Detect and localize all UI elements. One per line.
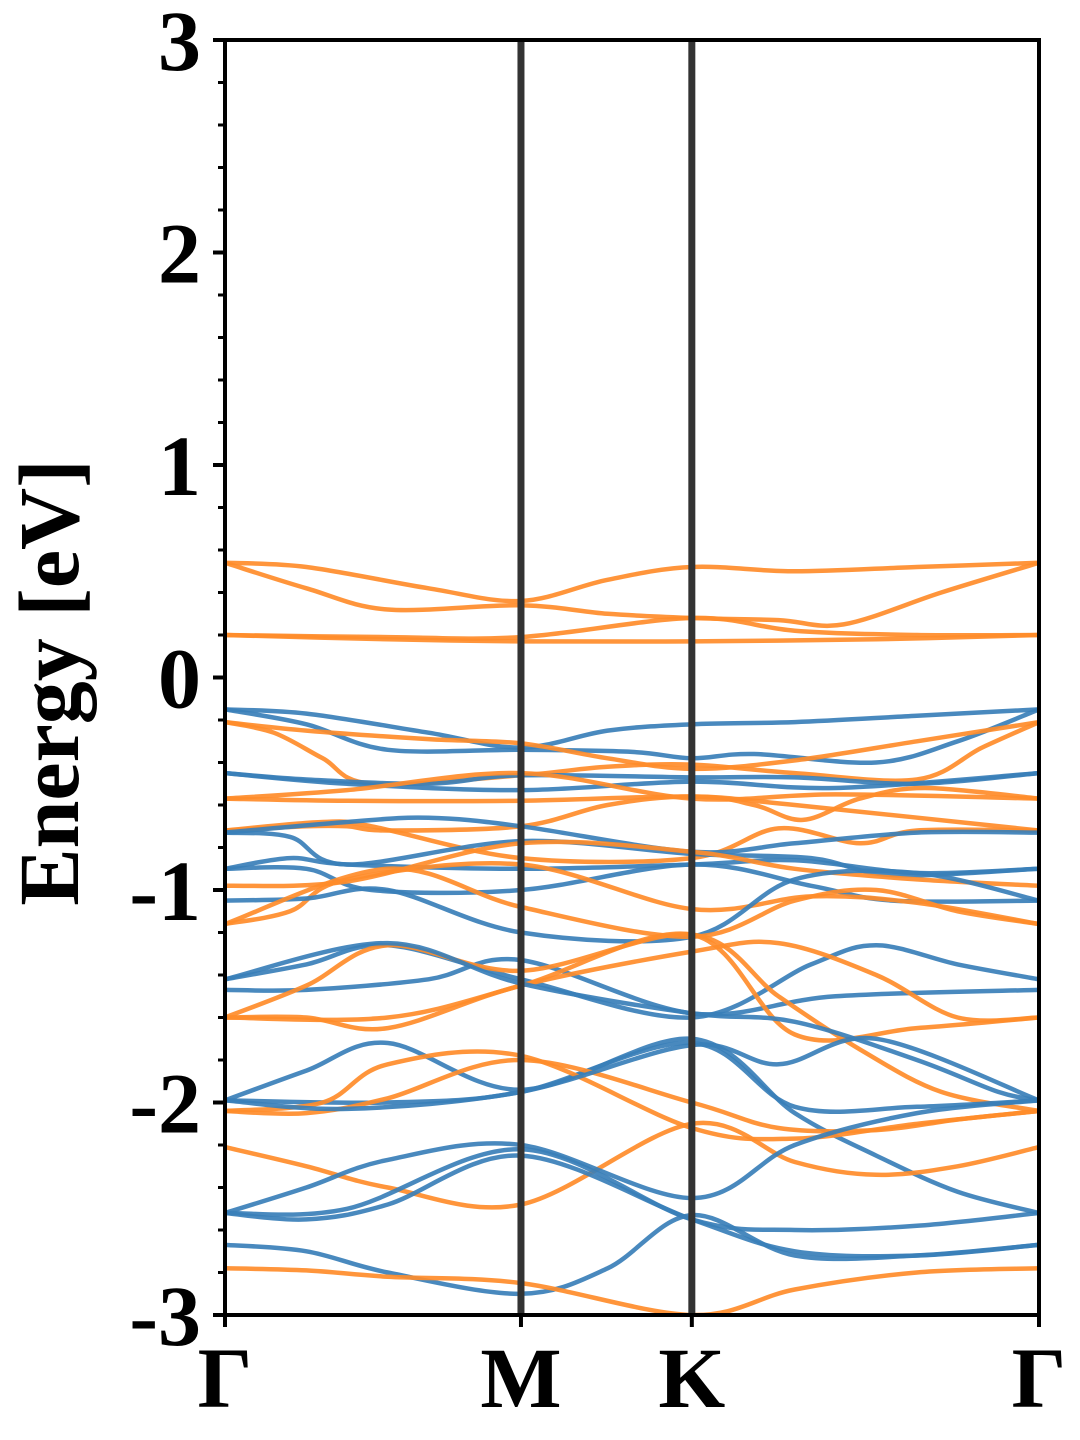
band-blue-23 (225, 942, 1039, 1020)
y-tick-label: 3 (158, 0, 201, 89)
band-blue-30 (225, 1040, 1039, 1114)
band-orange-26 (225, 939, 1039, 1032)
kpoint-dividers (517, 40, 696, 1315)
band-orange-39 (225, 1266, 1039, 1315)
y-tick-label: -2 (129, 1056, 201, 1152)
x-tick-label-Γ: Γ (198, 1330, 253, 1426)
band-orange-1 (225, 560, 1039, 604)
band-orange-3 (225, 615, 1039, 641)
band-blue-16 (225, 830, 1039, 878)
band-blue-28 (225, 940, 1039, 1103)
x-tick-label-K: K (658, 1330, 725, 1426)
y-axis-label: Energy [eV] (1, 459, 97, 906)
y-tick-label: -1 (129, 843, 201, 939)
band-blue-6 (225, 707, 1039, 766)
y-tick-label: -3 (129, 1268, 201, 1364)
y-axis-ticks: 3 2 1 0 -1 -2 -3 (129, 0, 225, 1364)
band-orange-8 (225, 719, 1039, 787)
y-tick-label: 0 (158, 631, 201, 727)
band-lines (225, 560, 1039, 1315)
band-orange-7 (225, 719, 1039, 772)
y-tick-label: 1 (158, 418, 201, 514)
band-orange-12 (225, 785, 1039, 823)
x-tick-label-M: M (480, 1330, 561, 1426)
band-blue-10 (225, 770, 1039, 793)
band-orange-32 (225, 1049, 1039, 1142)
band-orange-2 (225, 560, 1039, 629)
band-blue-5 (225, 707, 1039, 750)
band-orange-31 (225, 1057, 1039, 1134)
x-tick-label-Γ: Γ (1012, 1330, 1067, 1426)
band-blue-36 (225, 1147, 1039, 1233)
y-tick-label: 2 (158, 206, 201, 302)
band-blue-29 (225, 1036, 1039, 1216)
band-blue-33 (225, 1035, 1039, 1112)
band-orange-4 (225, 632, 1039, 644)
band-blue-35 (225, 1098, 1039, 1216)
band-blue-38 (225, 1212, 1039, 1297)
